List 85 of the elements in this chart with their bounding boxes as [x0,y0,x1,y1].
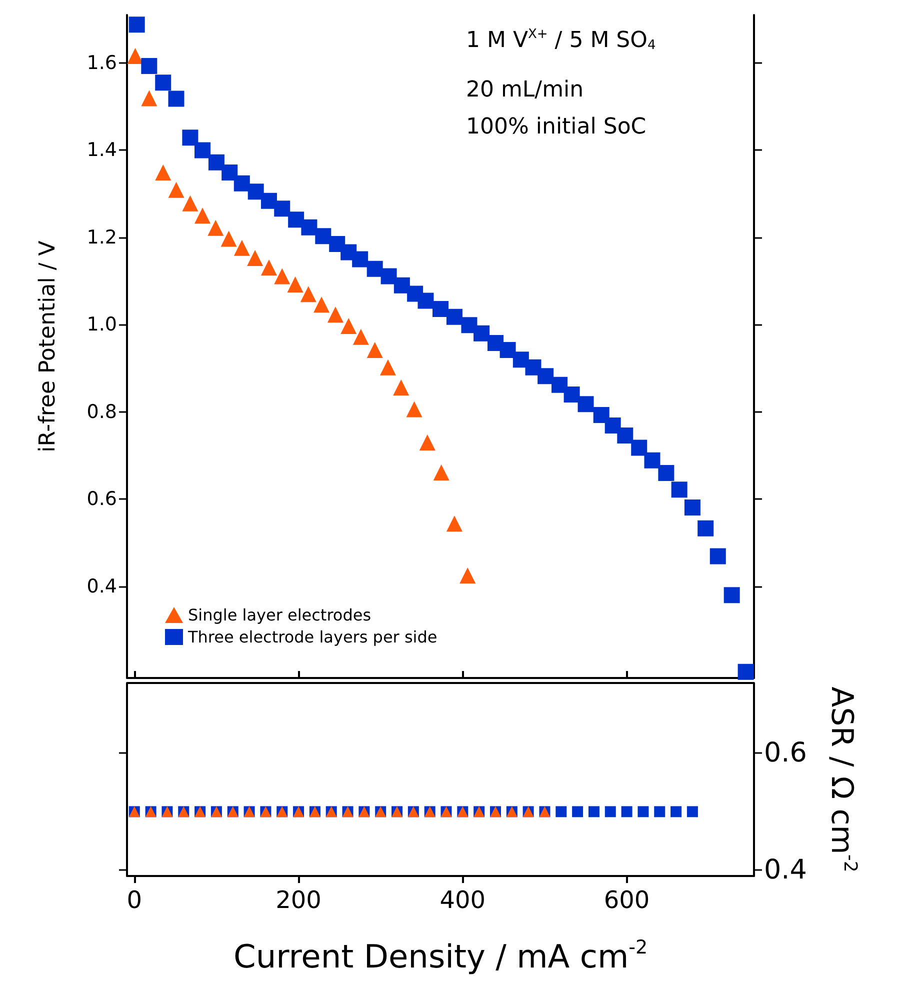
y2-tick-label: 0.6 [764,738,807,769]
legend-label: Three electrode layers per side [187,628,438,646]
point [274,200,290,217]
point [604,417,621,434]
point [474,325,490,342]
annotation: 20 mL/min [466,78,584,102]
y-tick-label: 0.4 [86,575,117,598]
point [394,277,410,294]
y-tick-label: 1.4 [86,139,117,162]
y-tick-label: 1.0 [86,314,117,336]
point [593,406,610,423]
y-tick-label: 1.6 [86,52,117,74]
point [234,175,250,192]
point [352,328,369,345]
point [418,292,434,309]
point [432,300,448,317]
legend-label: Single layer electrodes [188,606,372,624]
point [315,228,332,244]
point [260,192,277,209]
point [301,219,318,236]
point [234,240,250,256]
point [141,58,158,74]
point [248,184,264,200]
point [327,306,344,323]
point [380,359,396,376]
point [182,195,198,212]
y-tick-label: 0.6 [86,488,117,510]
annotation: 100% initial SoC [466,114,646,140]
point [247,250,264,266]
point [352,251,368,268]
y2-axis-title: ASR / Ω cm-2 [824,686,860,872]
point [208,154,224,170]
x-tick-label: 200 [276,886,322,914]
point [168,182,184,198]
point [578,396,594,412]
point [260,260,277,276]
point [155,164,172,180]
point [433,464,450,481]
point [340,318,357,334]
point [419,434,436,450]
y-tick-label: 0.8 [86,400,117,423]
point [168,90,184,107]
point [460,567,476,584]
point [500,342,516,358]
point [366,342,383,358]
point [287,276,304,293]
point [406,401,422,418]
point [710,548,726,564]
y-tick-label: 1.2 [86,226,117,248]
point [380,268,397,284]
x-tick-label: 600 [604,886,650,914]
point [564,386,580,402]
point [141,90,158,106]
y-axis-title: iR-free Potential / V [36,240,60,452]
point [684,499,700,516]
point [393,380,410,396]
point [155,74,172,91]
y2-tick-label: 0.4 [764,854,807,886]
point [194,208,211,224]
point [446,516,462,532]
point [366,260,383,277]
point [128,16,145,33]
point [698,520,714,536]
point [314,296,330,313]
point [738,664,754,680]
x-tick-label: 0 [126,886,142,914]
point [274,268,290,284]
point [658,464,674,481]
point [617,427,634,444]
point [644,452,660,468]
point [220,230,237,247]
point [182,130,198,146]
point [127,48,144,64]
point [671,482,688,498]
x-tick-label: 400 [440,886,486,914]
point [446,308,462,325]
point [552,376,568,393]
point [538,368,554,384]
point [631,440,648,456]
point [300,286,316,302]
point [288,212,304,228]
point [208,220,224,236]
point [222,164,238,180]
point [194,142,211,158]
point [724,587,740,604]
